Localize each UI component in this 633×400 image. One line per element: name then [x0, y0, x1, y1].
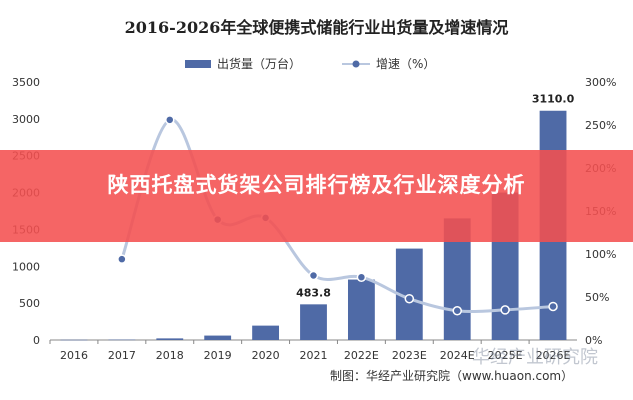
growth-point — [356, 272, 367, 282]
x-tick-label: 2019 — [204, 349, 232, 362]
bar — [156, 338, 184, 340]
bar — [300, 304, 327, 340]
y-right-tick-label: 250% — [585, 119, 616, 132]
growth-point — [452, 306, 462, 316]
chart-title: 2016-2026年全球便携式储能行业出货量及增速情况 — [124, 18, 509, 37]
bar — [347, 279, 375, 340]
x-tick-label: 2017 — [108, 349, 136, 362]
banner-text: 陕西托盘式货架公司排行榜及行业深度分析 — [107, 173, 526, 197]
y-right-tick-label: 50% — [585, 291, 609, 304]
source-note: 制图：华经产业研究院（www.huaon.com） — [330, 369, 574, 383]
bar — [204, 335, 232, 340]
y-right-tick-label: 100% — [585, 248, 616, 261]
x-tick-label: 2020 — [252, 349, 280, 362]
y-left-tick-label: 500 — [19, 297, 40, 310]
legend-line-label: 增速（%） — [376, 57, 435, 71]
bar — [252, 325, 280, 340]
watermark-text: 华经产业研究院 — [472, 347, 598, 368]
y-left-tick-label: 0 — [33, 334, 40, 347]
bar — [60, 339, 88, 341]
growth-point — [548, 301, 558, 312]
growth-point — [165, 115, 175, 125]
x-tick-label: 2016 — [60, 349, 88, 362]
x-tick-label: 2025E — [488, 349, 523, 362]
x-tick-label: 2026E — [536, 349, 571, 362]
growth-point — [308, 270, 319, 281]
bar — [108, 339, 136, 341]
y-left-tick-label: 3500 — [12, 76, 40, 89]
growth-point — [500, 305, 510, 315]
data-label: 3110.0 — [532, 93, 575, 106]
y-right-tick-label: 300% — [585, 76, 616, 89]
legend-bar-label: 出货量（万台） — [217, 56, 301, 71]
x-tick-label: 2022E — [344, 349, 379, 362]
legend-line-marker — [352, 60, 360, 68]
y-right-tick-label: 0% — [585, 334, 602, 347]
y-left-tick-label: 3000 — [12, 113, 40, 126]
overlay-banner: 陕西托盘式货架公司排行榜及行业深度分析 — [0, 150, 633, 242]
y-left-tick-label: 1000 — [12, 260, 40, 273]
x-tick-label: 2024E — [440, 349, 475, 362]
data-label: 483.8 — [296, 286, 331, 299]
growth-point — [117, 254, 127, 264]
x-tick-label: 2018 — [156, 349, 184, 362]
x-tick-label: 2023E — [392, 349, 427, 362]
x-tick-label: 2021 — [300, 349, 328, 362]
legend-bar-swatch — [185, 60, 211, 68]
growth-point — [404, 293, 415, 304]
